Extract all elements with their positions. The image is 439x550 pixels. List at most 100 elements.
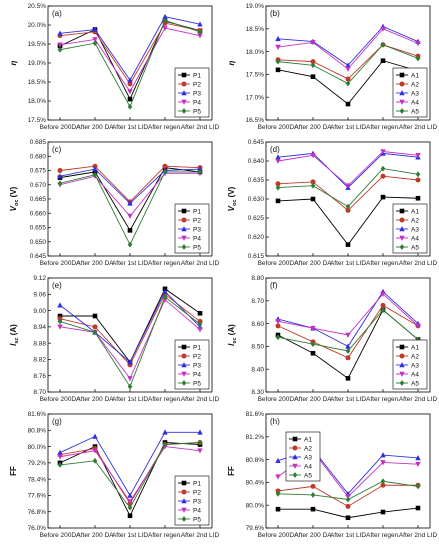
data-point-P2 <box>92 324 98 330</box>
legend-marker-A2 <box>399 353 405 359</box>
legend-marker-P3 <box>181 226 187 232</box>
y-tick-label: 8.76 <box>33 373 46 380</box>
data-point-P1 <box>197 310 203 316</box>
data-point-P5 <box>92 329 98 336</box>
legend-marker-P4 <box>181 99 187 105</box>
data-point-P3 <box>92 166 98 172</box>
x-tick-label: Before 200DA <box>40 124 81 131</box>
y-tick-label: 0.655 <box>30 225 47 232</box>
y-tick-label: 79.6% <box>246 525 265 532</box>
data-point-P4 <box>92 448 98 454</box>
legend-marker-P5 <box>181 244 187 250</box>
legend-box <box>174 475 210 526</box>
y-axis-label: Voc (V) <box>9 186 20 211</box>
y-tick-label: 79.2% <box>28 460 47 467</box>
y-axis-label: Isc (A) <box>227 324 238 346</box>
data-point-A5 <box>380 478 386 485</box>
legend-label-P2: P2 <box>193 217 201 224</box>
data-point-A5 <box>415 55 421 62</box>
data-point-A2 <box>345 207 351 213</box>
data-point-A4 <box>275 158 281 164</box>
x-tick-label: After 2nd LID <box>181 396 220 403</box>
data-point-A3 <box>275 457 281 464</box>
legend: A1 A2 A3 A4 A5 <box>392 203 428 254</box>
x-tick-label: After 2nd LID <box>181 124 220 131</box>
data-point-A4 <box>415 41 421 47</box>
data-point-A2 <box>275 181 281 187</box>
data-point-P3 <box>197 21 203 27</box>
legend-label-A5: A5 <box>411 108 419 115</box>
x-tick-label: After 200 DA <box>76 532 114 539</box>
data-point-P5 <box>57 180 63 187</box>
data-point-A5 <box>380 41 386 48</box>
x-tick-label: After regen. <box>148 124 182 131</box>
data-point-P3 <box>92 26 98 32</box>
legend-marker-P1 <box>181 208 187 214</box>
legend-label-A2: A2 <box>411 217 419 224</box>
legend: A1 A2 A3 A4 A5 <box>392 339 428 390</box>
legend-label-A4: A4 <box>304 463 312 470</box>
data-point-A2 <box>345 76 351 82</box>
y-tick-label: 8.94 <box>33 324 46 331</box>
data-point-A1 <box>380 194 386 200</box>
panel-label: (b) <box>270 9 280 18</box>
legend-marker-A5 <box>292 472 298 478</box>
y-axis-label: Voc (V) <box>227 186 238 211</box>
data-point-A4 <box>275 44 281 50</box>
data-point-A1 <box>275 67 281 73</box>
data-point-P3 <box>57 302 63 308</box>
legend-label-P3: P3 <box>193 498 201 505</box>
y-tick-label: 19.5% <box>28 41 47 48</box>
data-point-A3 <box>345 62 351 68</box>
y-tick-label: 0.645 <box>30 253 47 260</box>
x-tick-label: After 1st LID <box>330 124 366 131</box>
data-point-A4 <box>415 153 421 159</box>
legend-box <box>174 339 210 390</box>
x-tick-label: After 2nd LID <box>399 532 438 539</box>
legend-label-A2: A2 <box>304 445 312 452</box>
x-tick-label: After 1st LID <box>330 532 366 539</box>
legend-marker-P5 <box>181 516 187 522</box>
data-point-P5 <box>197 28 203 35</box>
data-point-A4 <box>310 325 316 332</box>
panel-label: (g) <box>52 417 62 426</box>
data-point-A4 <box>380 460 386 466</box>
data-point-A5 <box>310 341 316 348</box>
data-point-P4 <box>127 376 133 382</box>
data-point-P4 <box>57 324 63 330</box>
data-point-A5 <box>345 203 351 210</box>
legend-marker-A3 <box>292 454 298 460</box>
y-tick-label: 16.5% <box>246 117 265 124</box>
x-tick-label: After 2nd LID <box>399 260 438 267</box>
legend-marker-A3 <box>399 90 405 96</box>
y-tick-label: 0.645 <box>248 139 265 146</box>
data-point-A3 <box>275 35 281 42</box>
data-point-P5 <box>127 103 133 110</box>
data-point-P5 <box>127 383 133 390</box>
data-point-A4 <box>415 461 421 468</box>
data-point-P5 <box>162 441 168 448</box>
legend-label-P4: P4 <box>193 371 201 378</box>
legend-label-A3: A3 <box>304 454 312 461</box>
data-point-A5 <box>380 165 386 172</box>
data-point-P5 <box>57 46 63 53</box>
data-point-A2 <box>380 482 386 488</box>
legend-label-A1: A1 <box>304 436 312 443</box>
legend-marker-P3 <box>181 90 187 96</box>
data-point-A4 <box>310 153 316 159</box>
x-tick-label: After 1st LID <box>112 124 148 131</box>
data-point-P5 <box>162 17 168 24</box>
y-tick-label: 80.8% <box>28 427 47 434</box>
data-point-A1 <box>380 509 386 515</box>
data-point-A4 <box>345 66 351 72</box>
data-point-A5 <box>415 483 421 490</box>
data-point-A5 <box>275 58 281 65</box>
chart-panel-b: 16.5% 17.0% 17.5% 18.0% 18.5% 19.0% Before 200… <box>227 3 437 131</box>
data-point-P2 <box>162 163 168 169</box>
data-point-A5 <box>415 171 421 178</box>
x-tick-label: After regen. <box>148 260 182 267</box>
y-tick-label: 8.82 <box>33 357 46 364</box>
y-tick-label: 9.06 <box>33 291 46 298</box>
y-tick-label: 0.680 <box>30 153 47 160</box>
data-point-A5 <box>345 348 351 354</box>
